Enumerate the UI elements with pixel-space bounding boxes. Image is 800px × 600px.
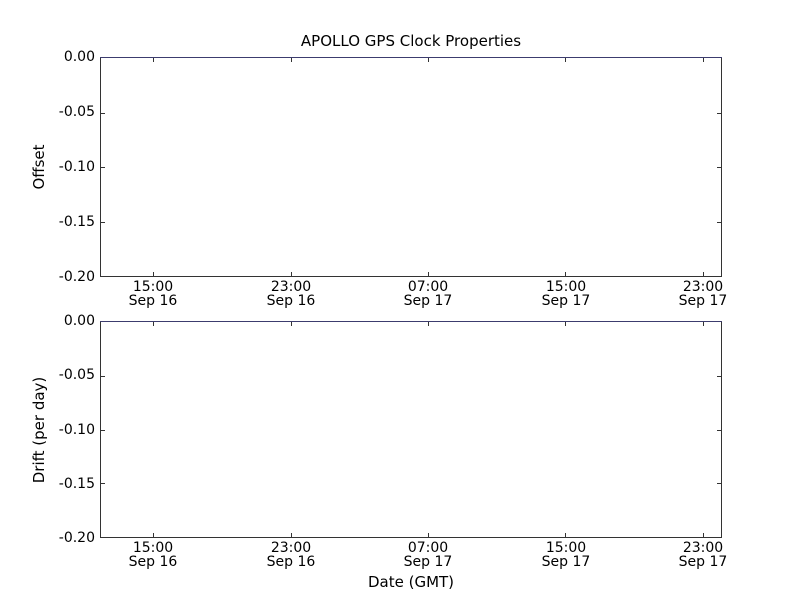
x-tick-time: 23:00 (270, 540, 312, 556)
x-tick-label: 23:00 Sep 16 (246, 280, 336, 308)
x-tick-time: 23:00 (270, 279, 312, 295)
tick-mark (427, 322, 429, 326)
x-tick-time: 15:00 (132, 540, 174, 556)
x-tick-date: Sep 17 (541, 293, 591, 309)
x-tick-date: Sep 16 (266, 293, 316, 309)
x-tick-label: 23:00 Sep 17 (658, 541, 748, 569)
y-tick-label: -0.05 (58, 367, 95, 383)
tick-mark (717, 167, 721, 168)
tick-mark (703, 272, 705, 276)
x-tick-date: Sep 16 (266, 554, 316, 570)
y-tick-label: 0.00 (63, 49, 95, 65)
tick-mark (703, 533, 705, 537)
x-tick-label: 15:00 Sep 17 (521, 541, 611, 569)
y-tick-label: -0.20 (58, 269, 95, 285)
x-tick-date: Sep 16 (128, 554, 178, 570)
offset-plot-area (100, 57, 722, 277)
x-tick-date: Sep 17 (678, 293, 728, 309)
x-tick-date: Sep 17 (403, 554, 453, 570)
y-tick-label: -0.10 (58, 422, 95, 438)
tick-mark (101, 112, 105, 114)
x-tick-time: 23:00 (682, 540, 724, 556)
tick-mark (717, 375, 721, 377)
x-tick-time: 07:00 (407, 540, 449, 556)
tick-mark (703, 58, 705, 62)
tick-mark (717, 483, 721, 485)
tick-mark (101, 429, 105, 431)
tick-mark (153, 533, 155, 537)
tick-mark (565, 58, 567, 62)
x-tick-date: Sep 17 (678, 554, 728, 570)
tick-mark (565, 272, 567, 276)
tick-mark (717, 429, 721, 431)
tick-mark (101, 167, 105, 168)
x-tick-time: 15:00 (545, 279, 587, 295)
tick-mark (153, 272, 155, 276)
tick-mark (427, 272, 429, 276)
y-tick-label: -0.20 (58, 530, 95, 546)
tick-mark (290, 272, 292, 276)
tick-mark (427, 58, 429, 62)
tick-mark (717, 112, 721, 114)
tick-mark (101, 375, 105, 377)
x-tick-label: 15:00 Sep 17 (521, 280, 611, 308)
tick-mark (101, 221, 105, 223)
offset-series-line (100, 57, 722, 58)
tick-mark (101, 483, 105, 485)
tick-mark (153, 322, 155, 326)
tick-mark (717, 221, 721, 223)
x-tick-time: 07:00 (407, 279, 449, 295)
y-axis-title-offset: Offset (30, 144, 48, 190)
tick-mark (153, 58, 155, 62)
x-tick-label: 23:00 Sep 16 (246, 541, 336, 569)
x-tick-label: 23:00 Sep 17 (658, 280, 748, 308)
x-tick-date: Sep 17 (541, 554, 591, 570)
tick-mark (565, 533, 567, 537)
tick-mark (290, 322, 292, 326)
tick-mark (290, 58, 292, 62)
x-tick-label: 07:00 Sep 17 (383, 541, 473, 569)
x-tick-time: 15:00 (545, 540, 587, 556)
chart-title: APOLLO GPS Clock Properties (300, 32, 522, 50)
drift-series-line (100, 321, 722, 322)
tick-mark (427, 533, 429, 537)
tick-mark (565, 322, 567, 326)
y-tick-label: -0.15 (58, 476, 95, 492)
x-tick-date: Sep 16 (128, 293, 178, 309)
y-tick-label: -0.05 (58, 104, 95, 120)
y-tick-label: 0.00 (63, 313, 95, 329)
x-tick-date: Sep 17 (403, 293, 453, 309)
x-tick-label: 15:00 Sep 16 (108, 280, 198, 308)
x-tick-time: 23:00 (682, 279, 724, 295)
tick-mark (290, 533, 292, 537)
x-tick-time: 15:00 (132, 279, 174, 295)
y-axis-title-drift: Drift (per day) (30, 376, 48, 484)
x-axis-title: Date (GMT) (367, 573, 455, 591)
drift-plot-area (100, 321, 722, 538)
y-tick-label: -0.15 (58, 214, 95, 230)
y-tick-label: -0.10 (58, 159, 95, 175)
x-tick-label: 15:00 Sep 16 (108, 541, 198, 569)
x-tick-label: 07:00 Sep 17 (383, 280, 473, 308)
tick-mark (703, 322, 705, 326)
